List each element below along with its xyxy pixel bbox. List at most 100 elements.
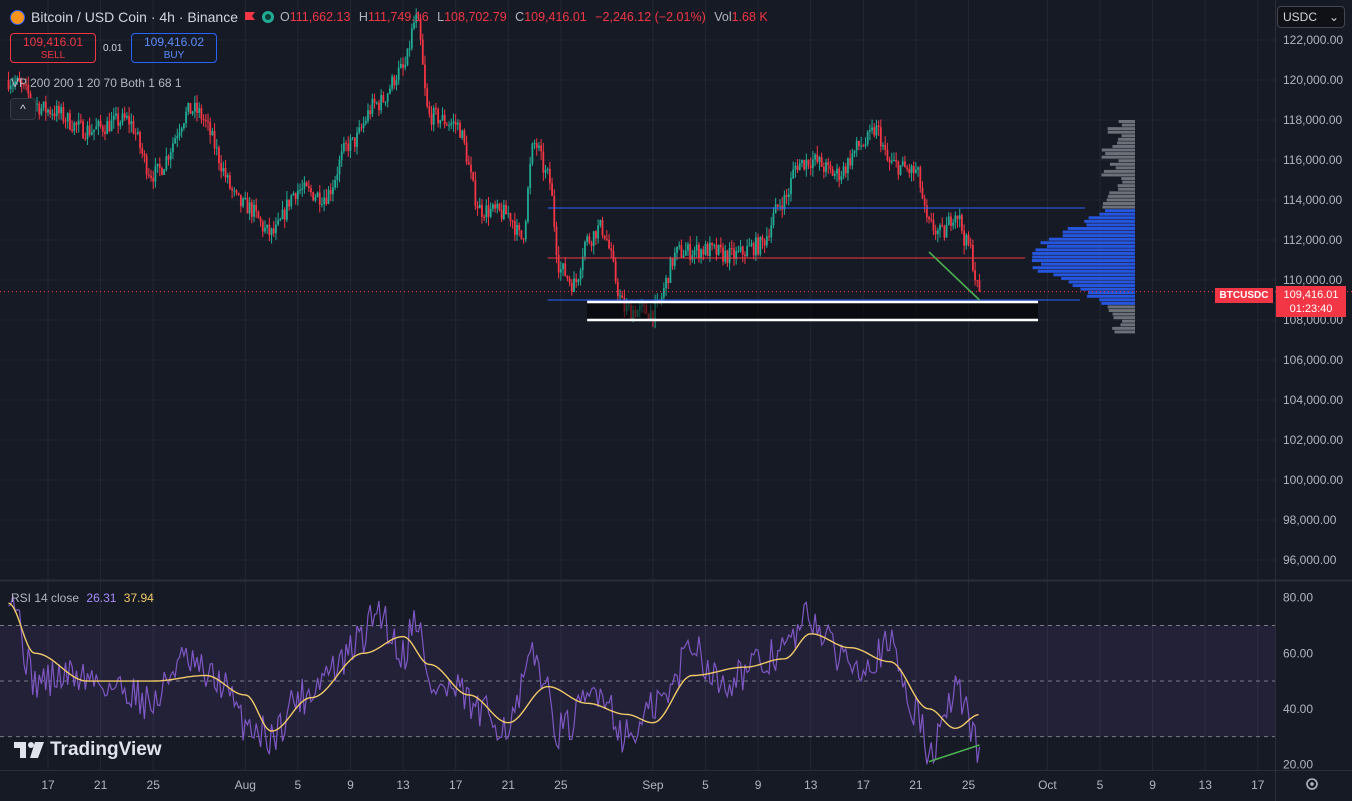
candle-body	[237, 192, 240, 195]
candle-body	[910, 165, 913, 174]
chevron-down-icon: ⌄	[1328, 10, 1339, 24]
flag-icon[interactable]	[244, 11, 256, 23]
candle-body	[573, 278, 575, 292]
candle-body	[323, 197, 326, 205]
candle-body	[226, 175, 229, 178]
price-axis-tick: 110,000.00	[1283, 273, 1342, 287]
candle-body	[391, 76, 393, 89]
candle-body	[104, 131, 106, 134]
candle-body	[71, 129, 74, 132]
candle-body	[275, 224, 277, 234]
candle-body	[156, 163, 159, 167]
volume-profile-bar	[1120, 323, 1135, 327]
candle-body	[318, 192, 321, 205]
candle-body	[406, 48, 409, 66]
candle-body	[358, 127, 361, 133]
candle-body	[329, 189, 332, 195]
candle-body	[139, 131, 141, 148]
trend-line[interactable]	[928, 251, 981, 301]
candle-body	[22, 84, 25, 86]
candle-body	[452, 121, 455, 124]
candle-body	[180, 128, 183, 133]
candle-body	[814, 154, 816, 160]
candle-body	[774, 204, 777, 214]
candle-body	[831, 168, 834, 176]
tradingview-logo-text: TradingView	[50, 739, 162, 760]
candle-body	[787, 194, 790, 197]
volume-profile-bar	[1099, 212, 1135, 216]
candle-body	[730, 248, 733, 250]
candle-body	[36, 103, 38, 105]
candle-body	[717, 244, 720, 255]
candle-body	[695, 244, 698, 251]
rsi-legend[interactable]: RSI 14 close 26.31 37.94	[11, 591, 154, 605]
candle-body	[906, 167, 909, 169]
candle-body	[958, 215, 961, 220]
candle-body	[191, 111, 194, 114]
candle-body	[112, 115, 115, 120]
sell-button[interactable]: 109,416.01 SELL	[10, 33, 96, 63]
candle-body	[875, 125, 878, 136]
candle-body	[360, 127, 363, 129]
candle-body	[470, 164, 472, 173]
candle-body	[601, 220, 604, 236]
symbol-price-tag: BTCUSDC	[1215, 288, 1273, 303]
price-axis-tick: 104,000.00	[1283, 393, 1343, 407]
rsi-divergence-line[interactable]	[928, 744, 980, 763]
candle-body	[693, 250, 696, 256]
candle-body	[474, 180, 477, 206]
volume-profile-bar	[1114, 330, 1135, 334]
volume-profile-label[interactable]: VP 200 200 1 20 70 Both 1 68 1	[11, 76, 182, 90]
candle-body	[347, 143, 350, 151]
gear-icon[interactable]	[1304, 776, 1320, 792]
candle-body	[176, 135, 179, 139]
currency-select[interactable]: USDC ⌄	[1277, 6, 1345, 28]
time-axis-tick: 13	[804, 778, 818, 792]
candle-body	[868, 130, 871, 132]
candle-body	[47, 109, 49, 113]
candle-body	[369, 110, 372, 115]
candle-body	[421, 39, 424, 65]
volume-profile-bar	[1084, 219, 1135, 223]
candle-body	[555, 226, 558, 255]
buy-button[interactable]: 109,416.02 BUY	[131, 33, 217, 63]
collapse-indicators-button[interactable]: ^	[10, 98, 36, 120]
volume-profile-bar	[1109, 191, 1135, 195]
candle-body	[570, 282, 573, 292]
volume-profile	[1031, 120, 1135, 334]
volume-profile-bar	[1086, 294, 1135, 298]
candle-body	[218, 147, 220, 164]
time-axis-tick: 9	[755, 778, 762, 792]
candle-body	[233, 190, 236, 192]
candle-body	[735, 251, 738, 259]
candle-body	[185, 111, 187, 124]
candle-body	[327, 189, 330, 204]
volume-profile-bar	[1118, 120, 1135, 123]
candle-body	[842, 166, 845, 177]
volume-profile-bar	[1101, 301, 1135, 305]
candle-body	[974, 270, 976, 281]
candle-body	[509, 213, 512, 221]
support-zone	[587, 303, 1038, 319]
rsi-axis-tick: 20.00	[1283, 757, 1313, 771]
candle-body	[44, 101, 47, 113]
candle-body	[73, 122, 76, 132]
candle-body	[296, 190, 299, 199]
candle-body	[106, 121, 109, 134]
time-axis-tick: 17	[449, 778, 463, 792]
volume-profile-bar	[1117, 184, 1135, 188]
volume-profile-bar	[1072, 284, 1135, 288]
candle-body	[119, 122, 122, 126]
rsi-ma-line	[8, 602, 979, 732]
candle-body	[399, 63, 402, 68]
time-axis-tick: 5	[295, 778, 302, 792]
tradingview-logo[interactable]: TradingView	[14, 739, 162, 761]
symbol-title[interactable]: Bitcoin / USD Coin · 4h · Binance	[31, 9, 238, 25]
candle-body	[956, 215, 959, 220]
time-axis-tick: Sep	[642, 778, 664, 792]
volume-profile-bar	[1101, 148, 1135, 152]
candle-body	[840, 176, 843, 181]
candle-body	[353, 137, 356, 147]
candle-body	[540, 145, 543, 152]
